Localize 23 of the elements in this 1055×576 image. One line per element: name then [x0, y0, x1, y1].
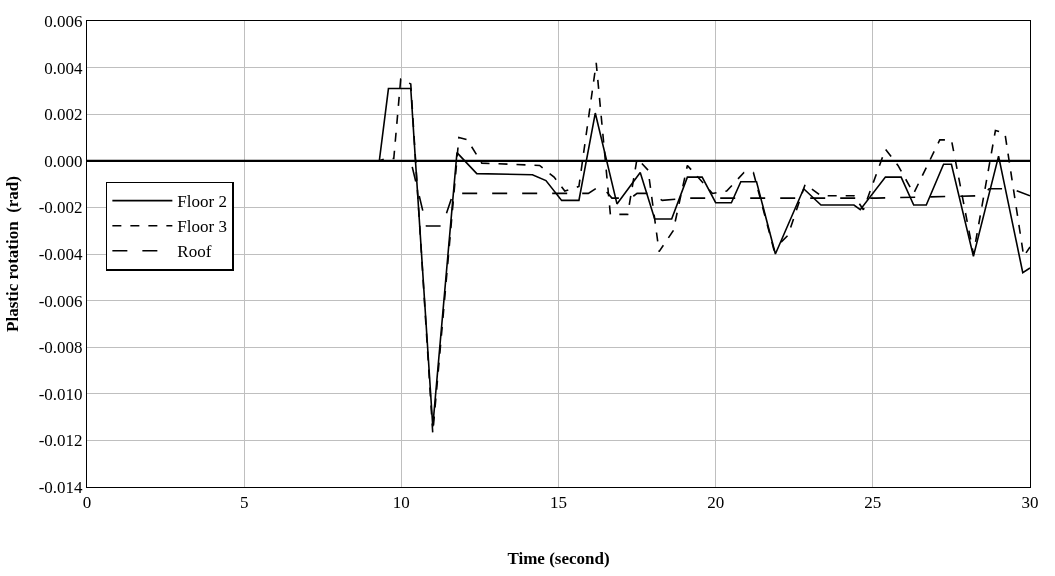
legend-label: Floor 3 [177, 217, 227, 237]
y-tick-label: -0.012 [38, 431, 83, 451]
y-axis-title: Plastic rotation (rad) [3, 176, 23, 332]
x-tick-label: 15 [550, 493, 567, 513]
x-axis-title: Time (second) [507, 548, 610, 568]
legend-label: Floor 2 [177, 192, 227, 212]
x-tick-label: 0 [82, 493, 92, 513]
y-tick-label: -0.006 [38, 291, 83, 311]
y-tick-label: -0.008 [38, 338, 83, 358]
y-tick-label: -0.014 [38, 477, 84, 497]
x-tick-label: 30 [1021, 493, 1039, 513]
x-tick-label: 20 [707, 493, 725, 513]
y-tick-label: -0.002 [38, 198, 83, 218]
x-tick-label: 10 [392, 493, 410, 513]
y-tick-label: -0.010 [38, 384, 83, 404]
x-tick-label: 25 [864, 493, 882, 513]
y-tick-label: 0.002 [44, 105, 83, 125]
y-tick-label: 0.006 [44, 11, 83, 31]
legend-label: Roof [177, 242, 212, 262]
x-tick-label: 5 [239, 493, 249, 513]
y-tick-label: -0.004 [38, 244, 84, 264]
y-tick-label: 0.004 [44, 58, 84, 78]
y-tick-label: 0.000 [44, 151, 83, 171]
